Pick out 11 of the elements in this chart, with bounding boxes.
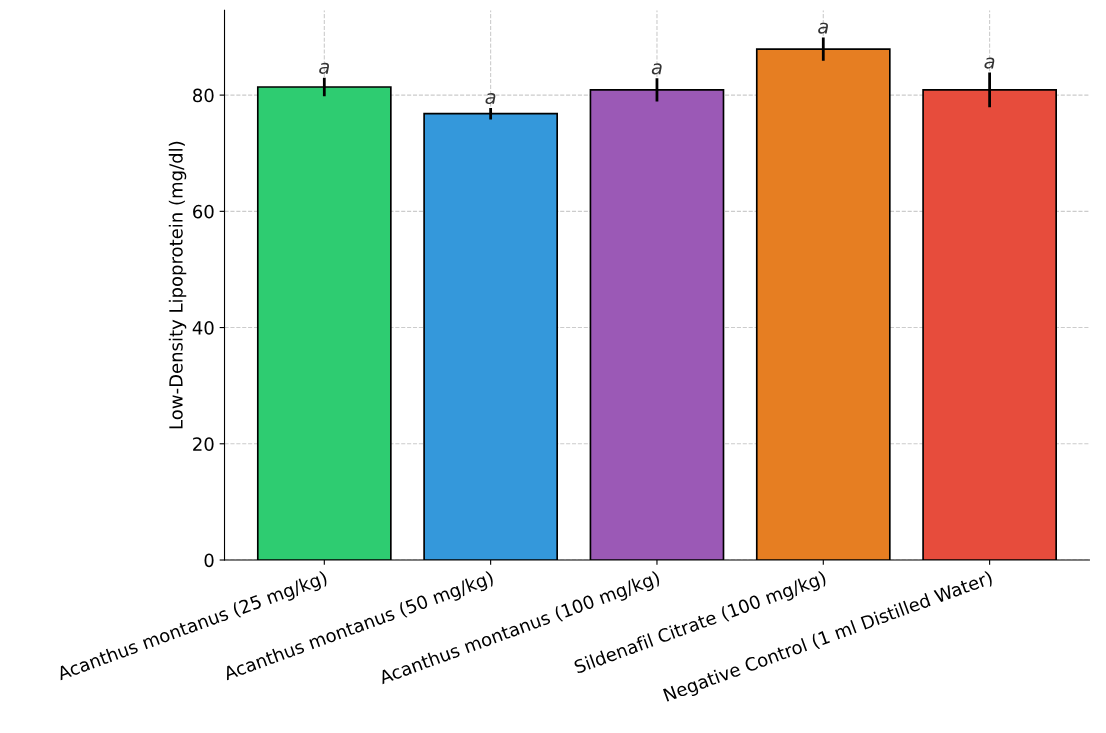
y-tick-label: 20 (193, 437, 214, 451)
annotation: a (485, 92, 496, 105)
annotation: a (319, 62, 329, 74)
y-tick-label: 60 (193, 204, 214, 219)
y-tick-label: 40 (192, 321, 214, 335)
y-axis-title: Low-Density Lipoprotein (mg/dl) (168, 141, 187, 429)
annotation: a (651, 63, 662, 75)
annotation: a (984, 57, 995, 69)
y-tick-label: 0 (204, 553, 214, 568)
annotation: a (818, 22, 828, 34)
y-tick-label: 80 (193, 88, 214, 103)
